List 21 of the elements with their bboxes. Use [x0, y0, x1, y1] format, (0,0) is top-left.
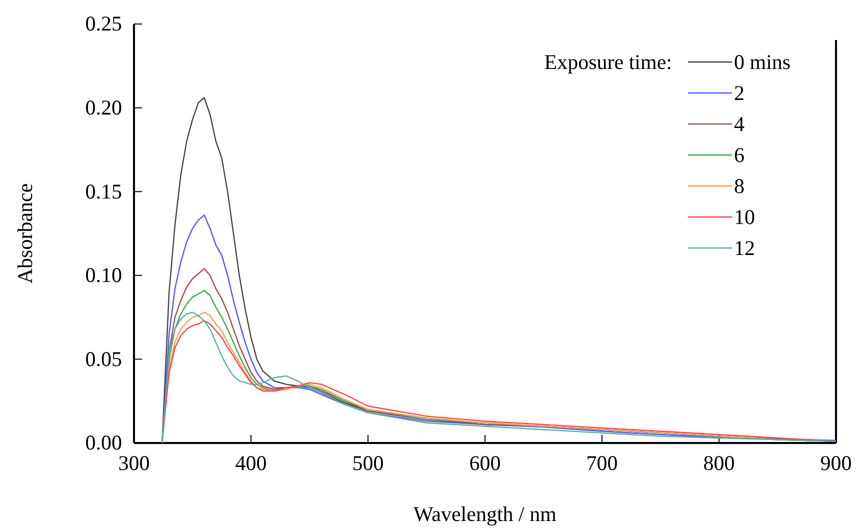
y-axis-title: Absorbance [13, 183, 37, 284]
x-axis-title: Wavelength / nm [414, 502, 556, 526]
legend-title: Exposure time: [544, 50, 672, 74]
legend-label: 4 [734, 112, 745, 136]
x-tick-label: 500 [352, 450, 384, 475]
legend-label: 0 mins [734, 50, 791, 74]
legend-label: 12 [734, 236, 755, 260]
y-tick-label: 0.25 [85, 12, 122, 36]
y-tick-label: 0.20 [85, 96, 122, 120]
y-tick-label: 0.10 [85, 263, 122, 288]
legend-label: 10 [734, 205, 755, 229]
x-tick-label: 600 [469, 450, 501, 475]
y-tick-label: 0.15 [85, 179, 122, 204]
x-tick-label: 800 [703, 450, 735, 475]
x-tick-label: 400 [235, 450, 267, 475]
x-tick-label: 900 [820, 450, 852, 475]
x-tick-label: 700 [586, 450, 618, 475]
legend-label: 6 [734, 143, 744, 167]
legend-label: 2 [734, 81, 744, 105]
y-tick-label: 0.05 [85, 346, 122, 371]
legend-label: 8 [734, 174, 744, 198]
